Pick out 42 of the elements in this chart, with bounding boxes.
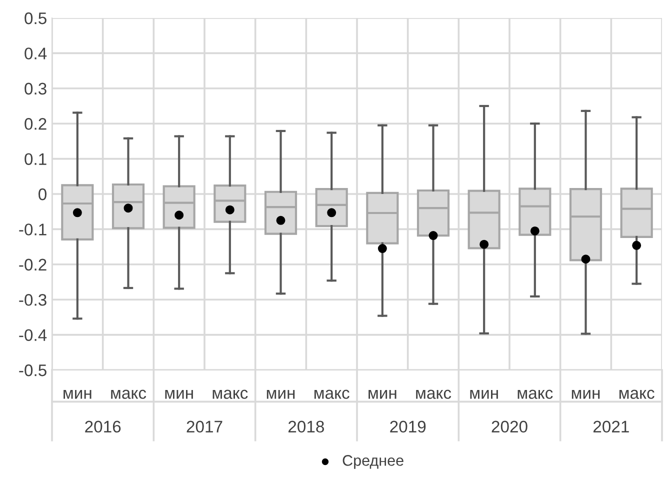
point: [480, 240, 489, 249]
point: [174, 210, 184, 220]
y-tick-label: -0.2: [19, 258, 46, 271]
x-tick-label: макс: [518, 390, 553, 399]
y-tick-label: 0.4: [24, 48, 47, 60]
point: [124, 204, 133, 213]
x-tick-label: макс: [416, 390, 452, 399]
x-tick-label: мин: [266, 390, 295, 399]
y-tick-label: 0: [38, 188, 46, 200]
y-tick-label: 0.2: [24, 118, 46, 130]
point: [428, 231, 438, 240]
y-tick-label: -0.4: [19, 329, 47, 342]
text: 2016: [85, 420, 121, 433]
x-tick-label: мин: [572, 390, 600, 399]
text: 2017: [186, 420, 222, 433]
text: 2021: [593, 420, 629, 433]
y-tick-label: 0.5: [24, 12, 46, 24]
legend-label: Среднее: [342, 455, 404, 469]
x-tick-label: мин: [64, 390, 92, 399]
point: [530, 226, 540, 236]
y-tick-label: -0.3: [19, 294, 46, 306]
x-tick-label: макс: [314, 390, 350, 399]
point: [327, 208, 336, 218]
y-tick-label: 0.3: [24, 82, 46, 95]
x-tick-label: мин: [165, 390, 193, 399]
text: 2018: [288, 420, 324, 433]
y-tick-label: 0.1: [24, 153, 46, 166]
x-tick-label: мин: [368, 390, 396, 399]
text: 2020: [492, 420, 528, 433]
y-tick-label: -0.1: [19, 224, 46, 236]
text: 2019: [390, 420, 426, 433]
point: [632, 240, 642, 250]
point: [72, 208, 82, 218]
x-tick-label: мин: [470, 390, 498, 399]
x-tick-label: макс: [111, 390, 146, 399]
y-tick-label: -0.5: [19, 364, 46, 376]
x-tick-label: макс: [619, 390, 654, 399]
point: [581, 254, 590, 264]
point: [276, 216, 286, 225]
x-tick-label: макс: [212, 390, 248, 399]
point: [378, 244, 387, 254]
point: [225, 205, 234, 214]
